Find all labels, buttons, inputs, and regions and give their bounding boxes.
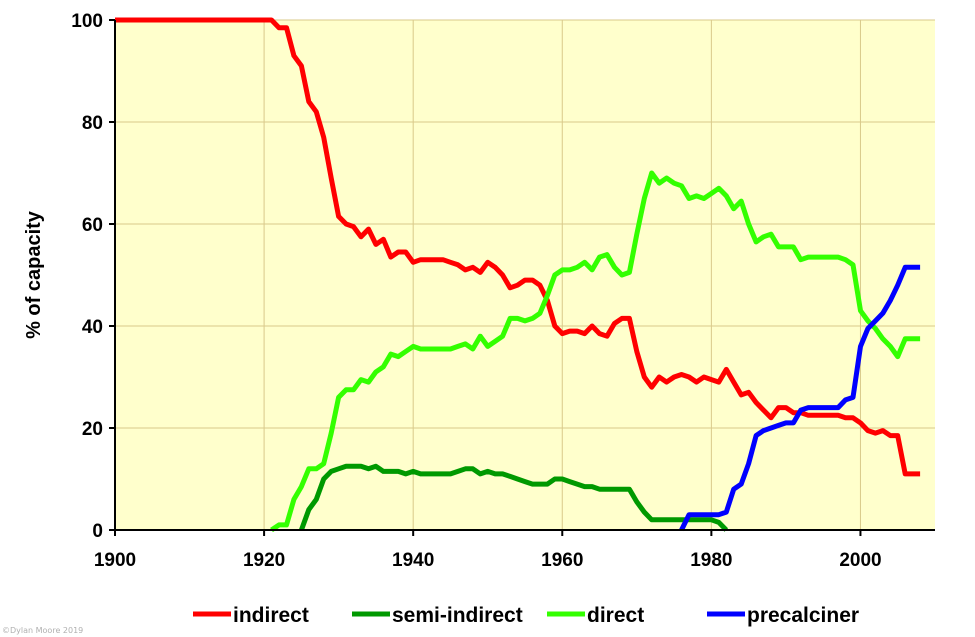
x-tick-label: 1960 — [541, 550, 583, 571]
x-tick-label: 2000 — [839, 550, 881, 571]
y-tick-label: 100 — [71, 11, 103, 32]
y-axis-label: % of capacity — [23, 210, 45, 339]
y-tick-label: 20 — [82, 419, 103, 440]
axes — [109, 19, 935, 536]
legend-label-direct: direct — [587, 604, 644, 627]
tick-labels: 0 20 40 60 80 100 1900 1920 1940 1960 1980 2000 — [71, 11, 881, 571]
y-tick-label: 0 — [92, 521, 103, 542]
legend-label-precalciner: precalciner — [747, 604, 859, 627]
x-tick-label: 1980 — [690, 550, 732, 571]
series-line-precalciner — [679, 264, 921, 532]
series-line-semi-indirect — [299, 463, 729, 532]
legend-label-indirect: indirect — [233, 604, 309, 627]
x-tick-label: 1920 — [243, 550, 285, 571]
series-line-indirect — [115, 17, 921, 477]
y-tick-label: 60 — [82, 215, 103, 236]
y-tick-label: 40 — [82, 317, 103, 338]
series-line-direct — [270, 170, 921, 533]
x-tick-label: 1940 — [392, 550, 434, 571]
grid — [115, 19, 935, 530]
legend: indirect semi-indirect direct precalciner — [193, 604, 859, 627]
legend-label-semi-indirect: semi-indirect — [392, 604, 523, 627]
y-tick-label: 80 — [82, 113, 103, 134]
credit-text: ©Dylan Moore 2019 — [2, 626, 83, 635]
x-tick-label: 1900 — [94, 550, 136, 571]
plot-background — [115, 20, 935, 530]
series-group — [115, 17, 921, 533]
